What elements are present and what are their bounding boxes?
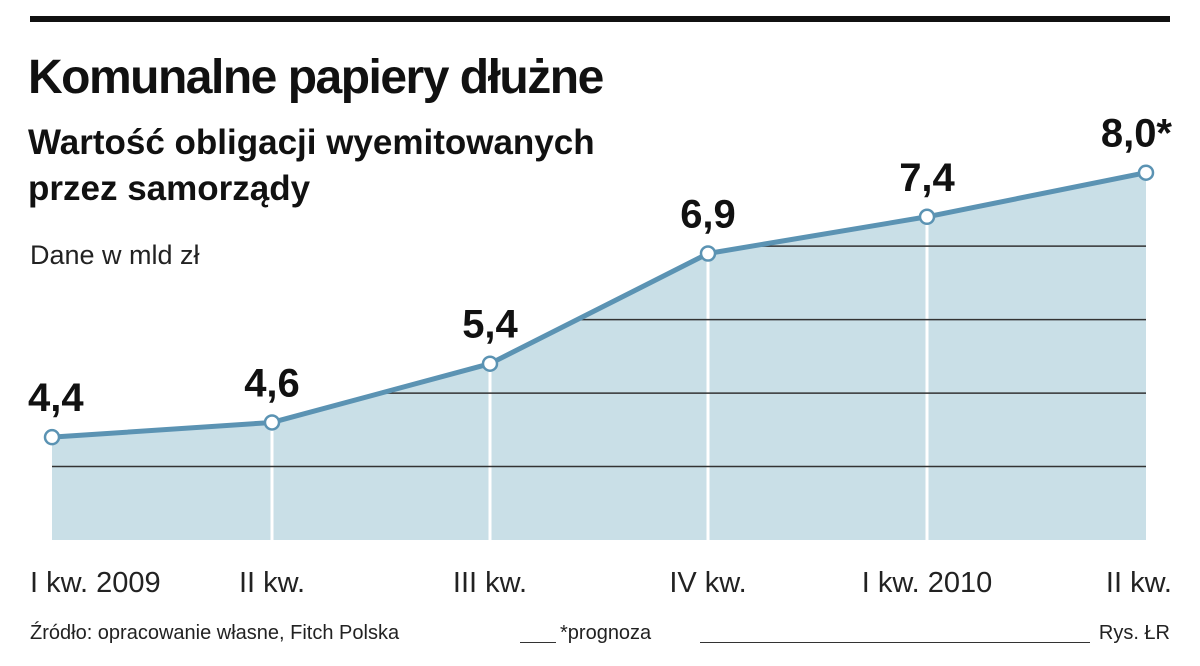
chart-title: Komunalne papiery dłużne — [28, 51, 604, 104]
data-point — [481, 355, 499, 372]
x-tick-label: I kw. 2009 — [30, 567, 161, 599]
footer-rule-1 — [520, 642, 556, 643]
subtitle-line-1: Wartość obligacji wyemitowanych — [28, 123, 595, 162]
data-point — [1137, 164, 1155, 181]
data-point — [918, 208, 936, 226]
data-point — [43, 428, 61, 446]
data-label: 8,0* — [1101, 112, 1173, 156]
x-tick-label: I kw. 2010 — [862, 567, 993, 599]
data-label: 7,4 — [899, 156, 955, 200]
x-tick-label: II kw. — [239, 567, 305, 599]
data-label: 5,4 — [462, 303, 518, 347]
data-point — [699, 245, 717, 262]
x-tick-label: III kw. — [453, 567, 527, 599]
data-label: 4,4 — [28, 376, 84, 420]
footer: Źródło: opracowanie własne, Fitch Polska… — [30, 622, 1170, 652]
data-label: 6,9 — [680, 193, 736, 237]
series-line — [51, 170, 1147, 440]
chart-subtitle: Wartość obligacji wyemitowanych przez sa… — [28, 120, 595, 212]
x-tick-label: IV kw. — [669, 567, 746, 599]
footer-rule-2 — [700, 642, 1090, 643]
subtitle-line-2: przez samorządy — [28, 169, 311, 208]
footer-credit: Rys. ŁR — [1098, 622, 1170, 644]
footer-source: Źródło: opracowanie własne, Fitch Polska — [30, 622, 400, 644]
x-tick-label: II kw. — [1106, 567, 1172, 599]
area-fill — [52, 172, 1146, 540]
units-label: Dane w mld zł — [30, 240, 200, 270]
footer-note: *prognoza — [560, 622, 652, 644]
data-label: 4,6 — [244, 361, 300, 405]
top-rule — [30, 16, 1170, 22]
data-point — [263, 414, 281, 431]
